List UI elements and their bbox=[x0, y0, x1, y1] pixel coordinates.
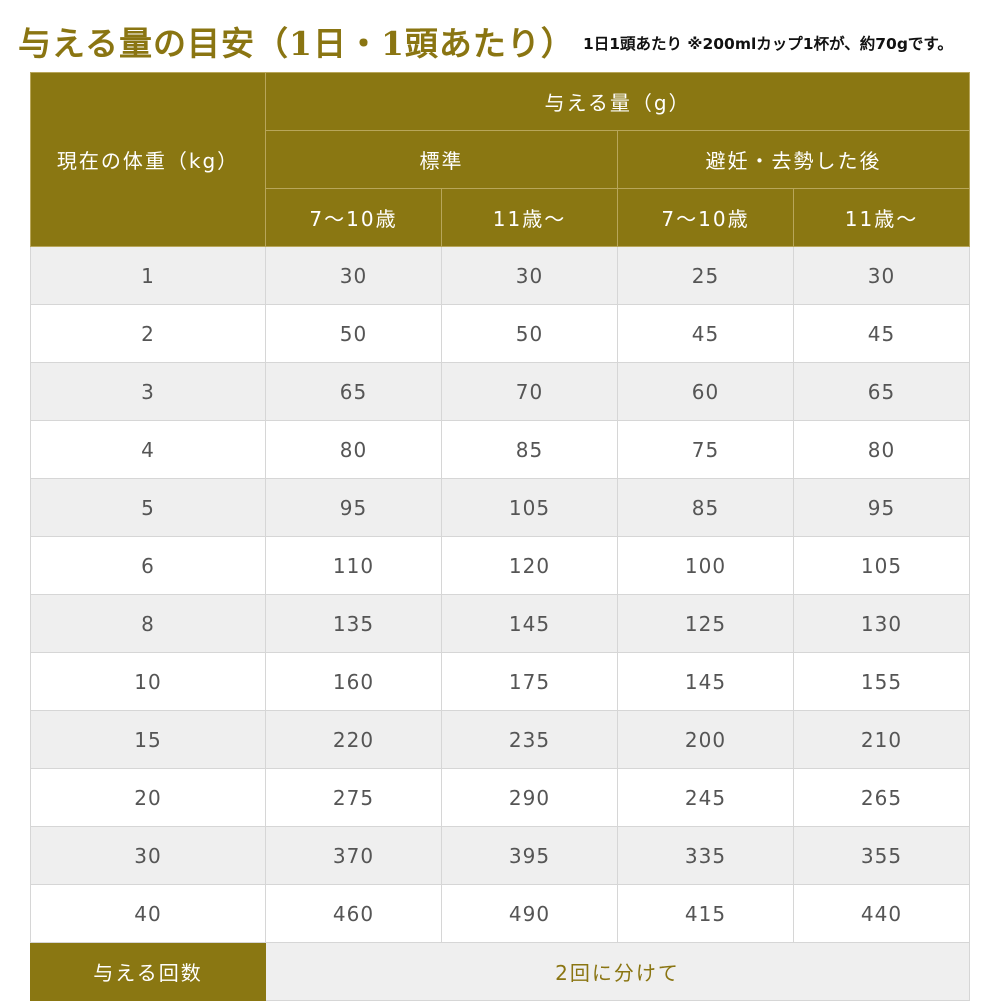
amount-cell: 85 bbox=[617, 478, 794, 537]
table-row: 30 370 395 335 355 bbox=[30, 826, 971, 885]
weight-cell: 5 bbox=[30, 478, 266, 537]
amount-cell: 220 bbox=[265, 710, 442, 769]
table-row: 40 460 490 415 440 bbox=[30, 884, 971, 943]
serving-note: 1日1頭あたり ※200mlカップ1杯が、約70gです。 bbox=[582, 35, 953, 53]
amount-cell: 370 bbox=[265, 826, 442, 885]
table-row: 4 80 85 75 80 bbox=[30, 420, 971, 479]
table-row: 3 65 70 60 65 bbox=[30, 362, 971, 421]
feeding-frequency-label: 与える回数 bbox=[30, 942, 266, 1001]
amount-cell: 45 bbox=[617, 304, 794, 363]
feeding-table-container: 現在の体重（kg） 与える量（g） 標準 避妊・去勢した後 7〜10歳 11歳〜… bbox=[30, 72, 971, 1001]
weight-cell: 15 bbox=[30, 710, 266, 769]
weight-cell: 6 bbox=[30, 536, 266, 595]
amount-cell: 130 bbox=[792, 594, 971, 653]
amount-cell: 50 bbox=[441, 304, 618, 363]
amount-cell: 155 bbox=[792, 652, 971, 711]
amount-cell: 355 bbox=[792, 826, 971, 885]
age-header: 7〜10歳 bbox=[265, 188, 442, 247]
amount-cell: 80 bbox=[265, 420, 442, 479]
amount-cell: 65 bbox=[265, 362, 442, 421]
amount-cell: 110 bbox=[265, 536, 442, 595]
amount-cell: 30 bbox=[441, 246, 618, 305]
amount-cell: 105 bbox=[792, 536, 971, 595]
amount-cell: 105 bbox=[441, 478, 618, 537]
weight-cell: 3 bbox=[30, 362, 266, 421]
table-row: 10 160 175 145 155 bbox=[30, 652, 971, 711]
table-row: 20 275 290 245 265 bbox=[30, 768, 971, 827]
weight-cell: 20 bbox=[30, 768, 266, 827]
table-row: 1 30 30 25 30 bbox=[30, 246, 971, 305]
amount-cell: 75 bbox=[617, 420, 794, 479]
weight-cell: 8 bbox=[30, 594, 266, 653]
group-header-standard: 標準 bbox=[265, 130, 618, 189]
amount-cell: 265 bbox=[792, 768, 971, 827]
group-header-neutered: 避妊・去勢した後 bbox=[616, 130, 971, 189]
amount-cell: 200 bbox=[617, 710, 794, 769]
weight-cell: 4 bbox=[30, 420, 266, 479]
age-header: 11歳〜 bbox=[792, 188, 971, 247]
amount-cell: 335 bbox=[617, 826, 794, 885]
age-header: 7〜10歳 bbox=[617, 188, 794, 247]
amount-cell: 120 bbox=[441, 536, 618, 595]
weight-cell: 10 bbox=[30, 652, 266, 711]
amount-cell: 245 bbox=[617, 768, 794, 827]
amount-cell: 125 bbox=[617, 594, 794, 653]
feeding-frequency-value: 2回に分けて bbox=[264, 942, 971, 1001]
amount-cell: 460 bbox=[265, 884, 442, 943]
amount-cell: 45 bbox=[792, 304, 971, 363]
age-header: 11歳〜 bbox=[441, 188, 618, 247]
amount-cell: 85 bbox=[441, 420, 618, 479]
amount-cell: 145 bbox=[617, 652, 794, 711]
amount-cell: 235 bbox=[441, 710, 618, 769]
amount-cell: 175 bbox=[441, 652, 618, 711]
amount-cell: 50 bbox=[265, 304, 442, 363]
table-row: 5 95 105 85 95 bbox=[30, 478, 971, 537]
table-row: 2 50 50 45 45 bbox=[30, 304, 971, 363]
weight-cell: 30 bbox=[30, 826, 266, 885]
amount-cell: 30 bbox=[792, 246, 971, 305]
amount-cell: 25 bbox=[617, 246, 794, 305]
amount-cell: 65 bbox=[792, 362, 971, 421]
amount-cell: 100 bbox=[617, 536, 794, 595]
amount-cell: 30 bbox=[265, 246, 442, 305]
weight-cell: 2 bbox=[30, 304, 266, 363]
amount-cell: 160 bbox=[265, 652, 442, 711]
weight-column-header: 現在の体重（kg） bbox=[30, 72, 266, 247]
amount-cell: 415 bbox=[617, 884, 794, 943]
amount-cell: 95 bbox=[792, 478, 971, 537]
amount-cell: 210 bbox=[792, 710, 971, 769]
amount-cell: 440 bbox=[792, 884, 971, 943]
feeding-table: 現在の体重（kg） 与える量（g） 標準 避妊・去勢した後 7〜10歳 11歳〜… bbox=[30, 72, 971, 1001]
amount-cell: 290 bbox=[441, 768, 618, 827]
page-title: 与える量の目安（1日・1頭あたり） bbox=[18, 24, 575, 63]
table-row: 6 110 120 100 105 bbox=[30, 536, 971, 595]
table-row: 8 135 145 125 130 bbox=[30, 594, 971, 653]
amount-cell: 60 bbox=[617, 362, 794, 421]
table-row: 15 220 235 200 210 bbox=[30, 710, 971, 769]
amount-cell: 395 bbox=[441, 826, 618, 885]
amount-cell: 490 bbox=[441, 884, 618, 943]
amount-cell: 80 bbox=[792, 420, 971, 479]
amount-cell: 70 bbox=[441, 362, 618, 421]
amount-cell: 135 bbox=[265, 594, 442, 653]
amount-cell: 145 bbox=[441, 594, 618, 653]
weight-cell: 40 bbox=[30, 884, 266, 943]
page-header: 与える量の目安（1日・1頭あたり） 1日1頭あたり ※200mlカップ1杯が、約… bbox=[18, 16, 992, 72]
amount-header: 与える量（g） bbox=[264, 72, 971, 131]
amount-cell: 275 bbox=[265, 768, 442, 827]
table-body: 1 30 30 25 30 2 50 50 45 45 3 65 70 60 65 4 80 85 75 80 5 95 1… bbox=[30, 246, 971, 943]
weight-cell: 1 bbox=[30, 246, 266, 305]
amount-cell: 95 bbox=[265, 478, 442, 537]
